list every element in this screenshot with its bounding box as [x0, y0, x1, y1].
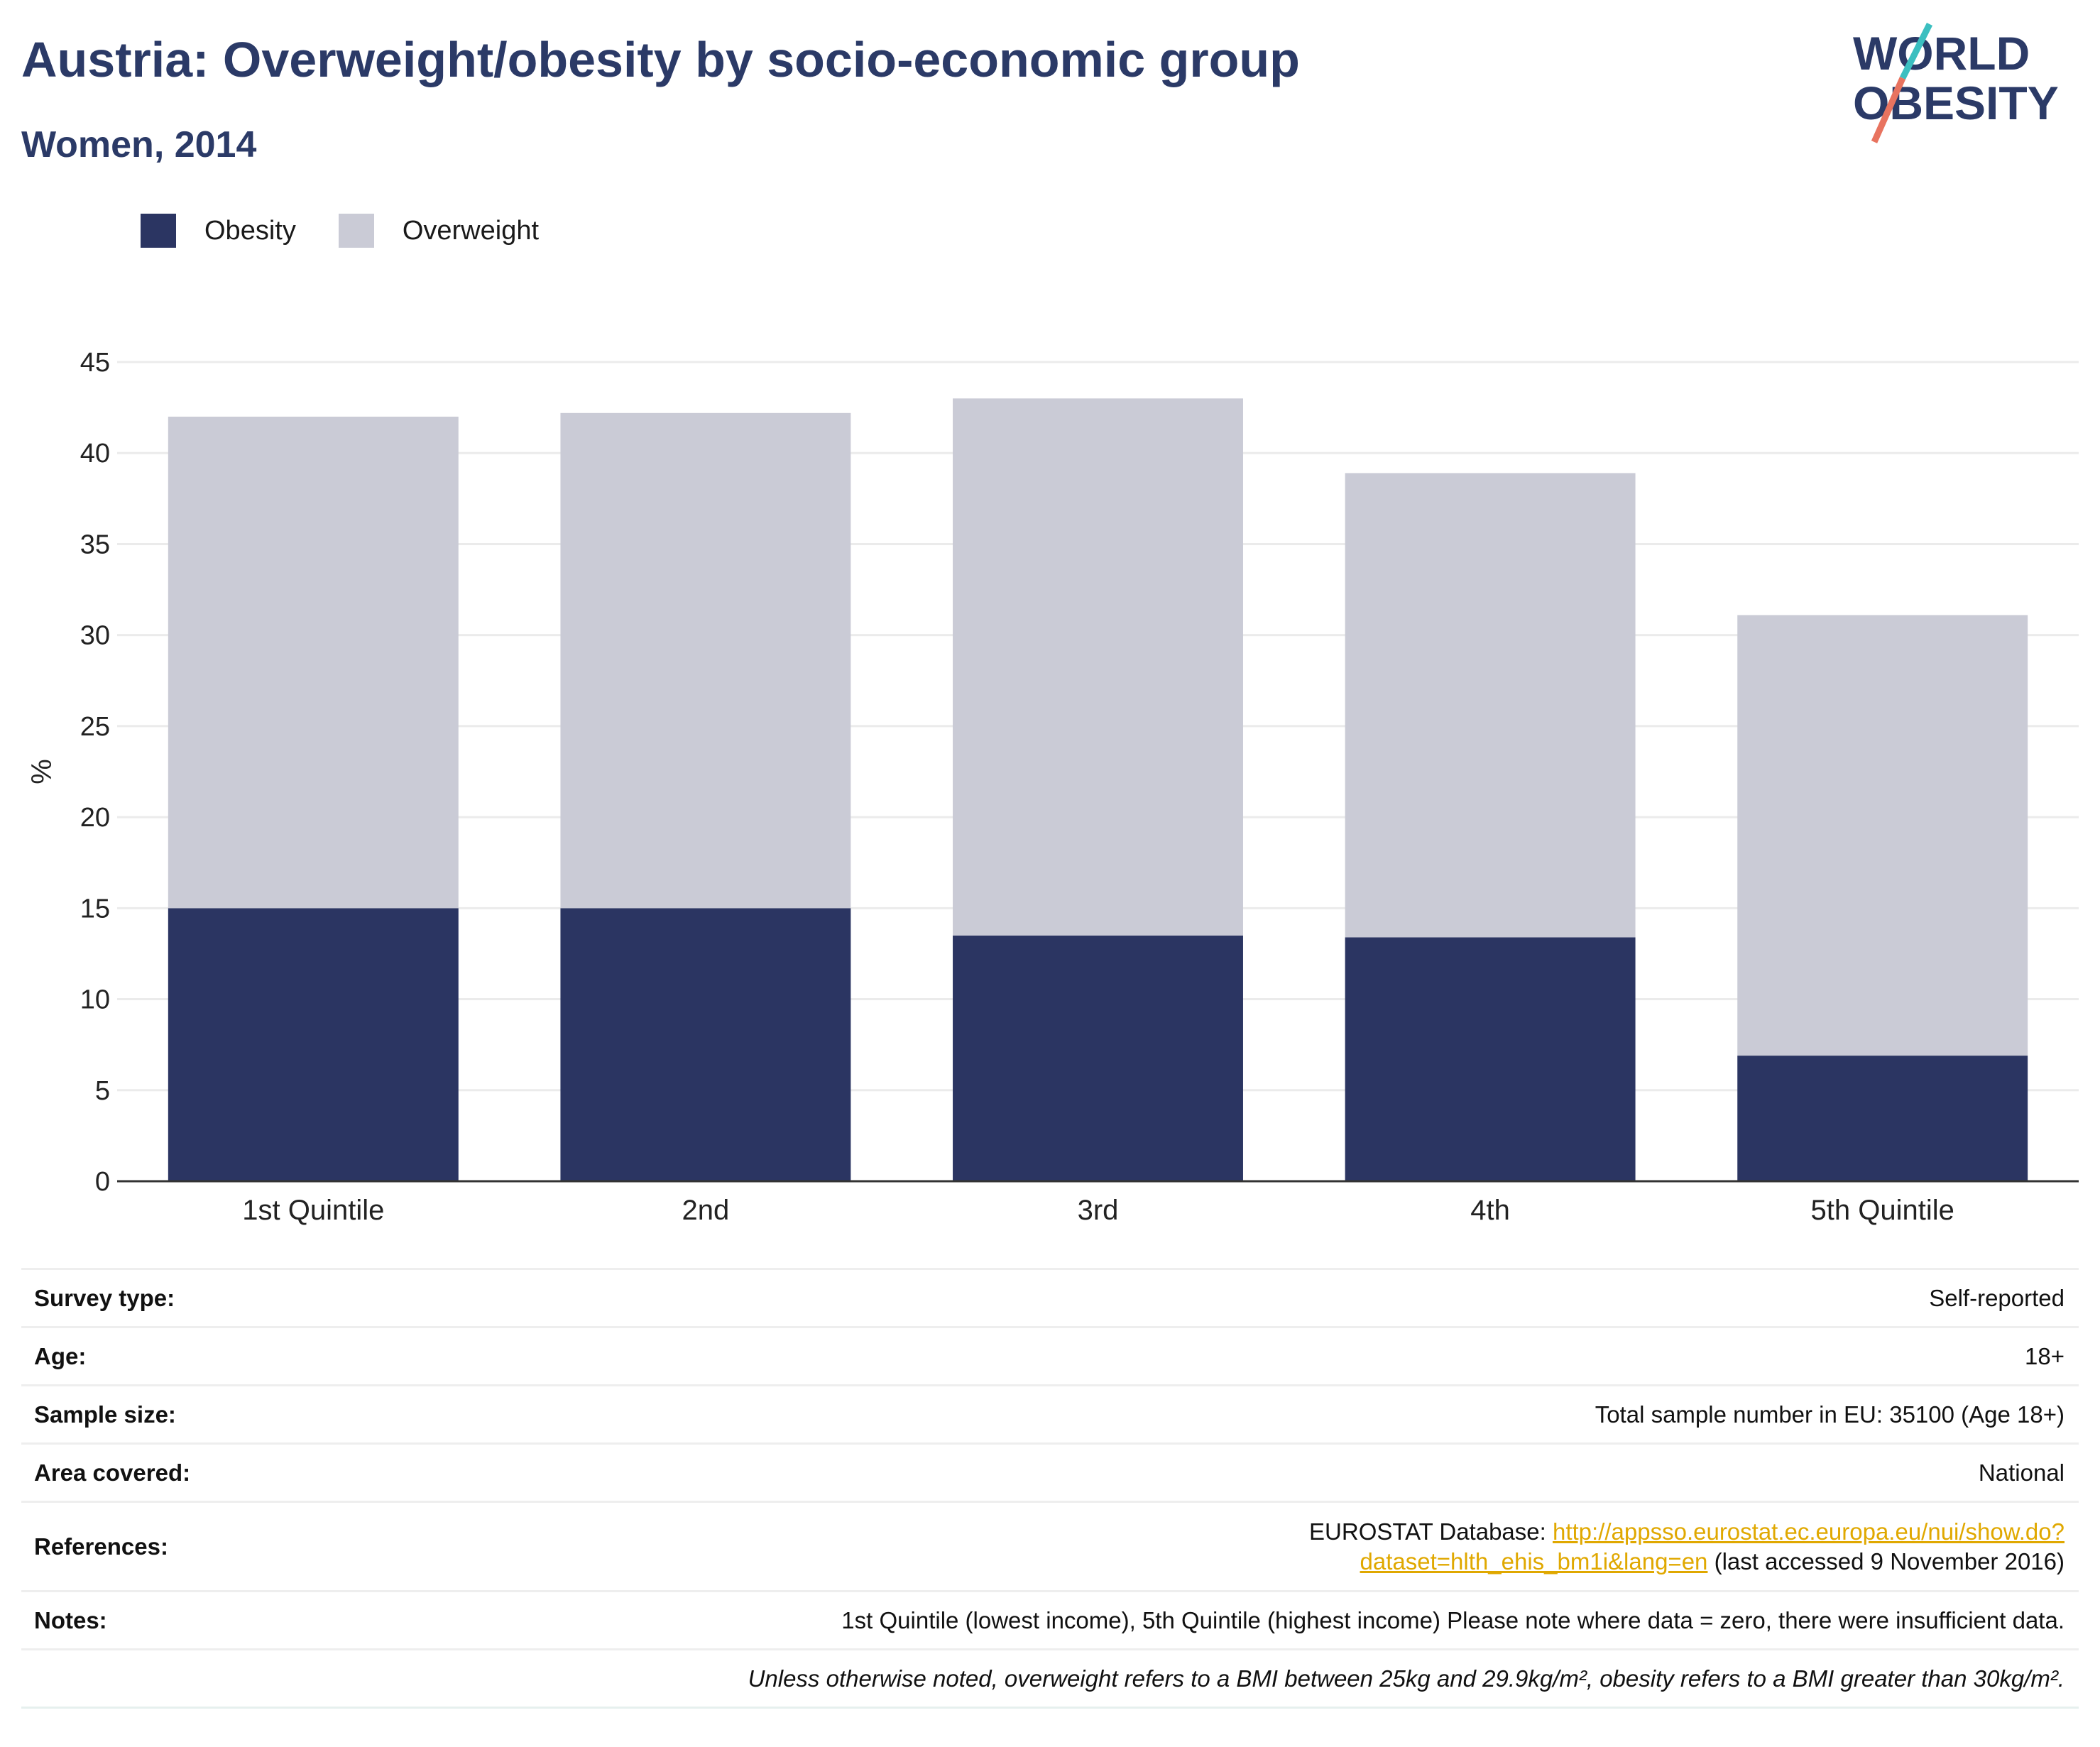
legend-swatch-obesity [141, 214, 176, 248]
legend-label-obesity: Obesity [204, 215, 296, 246]
info-row-age: Age: 18+ [21, 1326, 2079, 1386]
legend-item-overweight[interactable]: Overweight [338, 214, 540, 248]
stacked-bar-chart: 0 5 10 15 20 25 30 35 40 45% 1st Quintile 2nd 3rd 4th… [26, 348, 2079, 1226]
y-tick-label: 5 [95, 1076, 110, 1106]
bar-overweight-2 [560, 412, 851, 909]
references-label: References: [21, 1501, 463, 1592]
age-value: 18+ [463, 1326, 2079, 1386]
y-tick-label: 0 [95, 1167, 110, 1197]
y-tick-label: 40 [80, 439, 110, 469]
references-link[interactable]: http://appsso.eurostat.ec.europa.eu/nui/… [1360, 1518, 2065, 1575]
x-tick-label: 3rd [1078, 1195, 1119, 1226]
bar-obesity-2 [560, 908, 851, 1181]
bar-obesity-5 [1737, 1056, 2028, 1181]
notes-label: Notes: [21, 1590, 463, 1650]
page-subtitle: Women, 2014 [21, 124, 257, 165]
bar-obesity-3 [953, 935, 1243, 1181]
notes-value: 1st Quintile (lowest income), 5th Quinti… [463, 1590, 2079, 1650]
world-obesity-logo: WORLD OBESITY [1853, 22, 2059, 143]
y-tick-label: 30 [80, 621, 110, 651]
y-tick-label: 25 [80, 712, 110, 742]
y-tick-label: 35 [80, 530, 110, 559]
y-tick-label: 20 [80, 803, 110, 833]
x-tick-label: 5th Quintile [1811, 1195, 1954, 1226]
logo-coral-slash [1871, 77, 1906, 143]
age-label: Age: [21, 1326, 463, 1386]
x-tick-label: 1st Quintile [242, 1195, 384, 1226]
y-tick-label: 10 [80, 985, 110, 1015]
page-title: Austria: Overweight/obesity by socio-eco… [21, 32, 1300, 87]
logo-word-world: WORLD [1853, 27, 2030, 80]
area-label: Area covered: [21, 1442, 463, 1502]
area-value: National [463, 1442, 2079, 1502]
references-suffix: (last accessed 9 November 2016) [1707, 1548, 2065, 1575]
sample-size-value: Total sample number in EU: 35100 (Age 18… [463, 1384, 2079, 1444]
bar-obesity-1 [168, 908, 459, 1181]
legend-item-obesity[interactable]: Obesity [141, 214, 296, 248]
info-row-notes: Notes: 1st Quintile (lowest income), 5th… [21, 1590, 2079, 1650]
info-row-sample-size: Sample size: Total sample number in EU: … [21, 1384, 2079, 1444]
bar-overweight-3 [953, 398, 1243, 936]
sample-size-label: Sample size: [21, 1384, 463, 1444]
legend-label-overweight: Overweight [402, 215, 540, 246]
metadata-table: Survey type: Self-reported Age: 18+ Samp… [21, 1268, 2079, 1709]
references-value: EUROSTAT Database: http://appsso.eurosta… [463, 1501, 2079, 1592]
info-row-area: Area covered: National [21, 1442, 2079, 1502]
x-tick-label: 4th [1470, 1195, 1510, 1226]
survey-type-value: Self-reported [463, 1268, 2079, 1327]
bar-overweight-5 [1737, 615, 2028, 1056]
legend-swatch-overweight [338, 214, 374, 248]
y-tick-label: 45 [80, 348, 110, 378]
info-row-definition: Unless otherwise noted, overweight refer… [21, 1648, 2079, 1709]
info-row-references: References: EUROSTAT Database: http://ap… [21, 1501, 2079, 1592]
definition-note: Unless otherwise noted, overweight refer… [463, 1648, 2079, 1709]
references-prefix: EUROSTAT Database: [1309, 1518, 1553, 1545]
logo-teal-slash [1899, 22, 1933, 80]
info-row-survey-type: Survey type: Self-reported [21, 1268, 2079, 1327]
survey-type-label: Survey type: [21, 1268, 463, 1327]
bar-obesity-4 [1345, 937, 1636, 1181]
y-tick-label: 15 [80, 894, 110, 924]
chart-legend: Obesity Overweight [141, 213, 581, 248]
bar-overweight-1 [168, 416, 459, 909]
bar-overweight-4 [1345, 473, 1636, 938]
y-axis-label: % [26, 759, 58, 784]
x-tick-label: 2nd [682, 1195, 730, 1226]
